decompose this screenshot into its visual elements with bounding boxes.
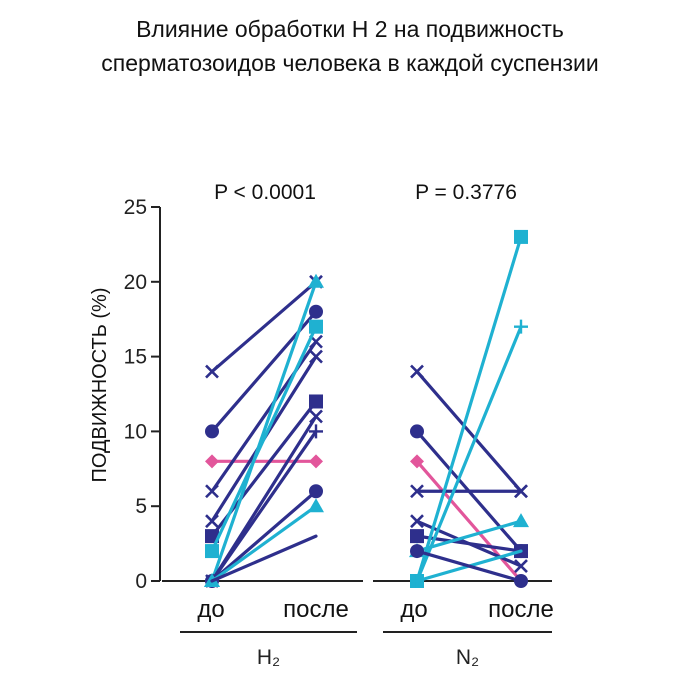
series-line bbox=[415, 235, 523, 583]
series-line bbox=[210, 489, 318, 583]
group-label: H₂ bbox=[257, 646, 280, 669]
y-tick-label: 0 bbox=[135, 570, 147, 593]
triangle-marker bbox=[308, 273, 324, 288]
square-marker bbox=[410, 529, 424, 544]
chart-title-line-1: Влияние обработки Н 2 на подвижность bbox=[136, 16, 564, 42]
circle-marker bbox=[514, 574, 528, 588]
y-tick-label: 20 bbox=[124, 271, 147, 294]
square-marker bbox=[309, 319, 323, 334]
circle-marker bbox=[410, 544, 424, 559]
circle-marker bbox=[309, 304, 323, 319]
group-label: N₂ bbox=[456, 646, 479, 669]
series-line bbox=[415, 519, 523, 553]
x-marker bbox=[410, 484, 424, 499]
square-marker bbox=[514, 229, 528, 244]
x-category-label: до bbox=[197, 596, 224, 623]
x-marker bbox=[410, 364, 424, 379]
x-marker bbox=[309, 409, 323, 424]
series-line bbox=[210, 429, 318, 583]
triangle-marker bbox=[308, 498, 324, 513]
series-line bbox=[210, 280, 318, 583]
circle-marker bbox=[410, 424, 424, 439]
chart-title: Влияние обработки Н 2 на подвижность спе… bbox=[0, 12, 700, 80]
chart-title-line-2: сперматозоидов человека в каждой суспенз… bbox=[101, 50, 599, 76]
x-category-label: после bbox=[488, 596, 554, 623]
x-marker bbox=[205, 514, 219, 529]
y-tick-label: 15 bbox=[124, 346, 147, 369]
plus-marker bbox=[309, 424, 323, 439]
series-line bbox=[210, 325, 318, 553]
series-line bbox=[210, 280, 318, 374]
square-marker bbox=[205, 529, 219, 544]
series-line bbox=[415, 369, 523, 493]
x-marker bbox=[309, 349, 323, 364]
triangle-marker bbox=[513, 513, 529, 528]
diamond-marker bbox=[205, 454, 219, 469]
series-line bbox=[415, 549, 523, 583]
square-marker bbox=[309, 394, 323, 409]
series-line bbox=[415, 459, 523, 583]
series-line bbox=[210, 534, 318, 583]
x-category-label: до bbox=[400, 596, 427, 623]
circle-marker bbox=[205, 424, 219, 439]
p-value-label: P < 0.0001 bbox=[214, 181, 316, 204]
plus-marker bbox=[514, 319, 528, 334]
y-tick-label: 25 bbox=[124, 196, 147, 219]
circle-marker bbox=[309, 484, 323, 499]
series-line bbox=[210, 504, 318, 583]
y-axis-label: ПОДВИЖНОСТЬ (%) bbox=[89, 288, 111, 483]
y-tick-label: 5 bbox=[135, 495, 147, 518]
x-marker bbox=[514, 484, 528, 499]
square-marker bbox=[205, 544, 219, 559]
diamond-marker bbox=[410, 454, 424, 469]
series-line bbox=[415, 325, 523, 583]
x-marker bbox=[410, 514, 424, 529]
x-marker bbox=[205, 364, 219, 379]
y-tick-label: 10 bbox=[124, 420, 147, 443]
x-category-label: после bbox=[283, 596, 349, 623]
diamond-marker bbox=[309, 454, 323, 469]
x-marker bbox=[205, 484, 219, 499]
p-value-label: P = 0.3776 bbox=[415, 181, 517, 204]
x-marker bbox=[514, 559, 528, 573]
